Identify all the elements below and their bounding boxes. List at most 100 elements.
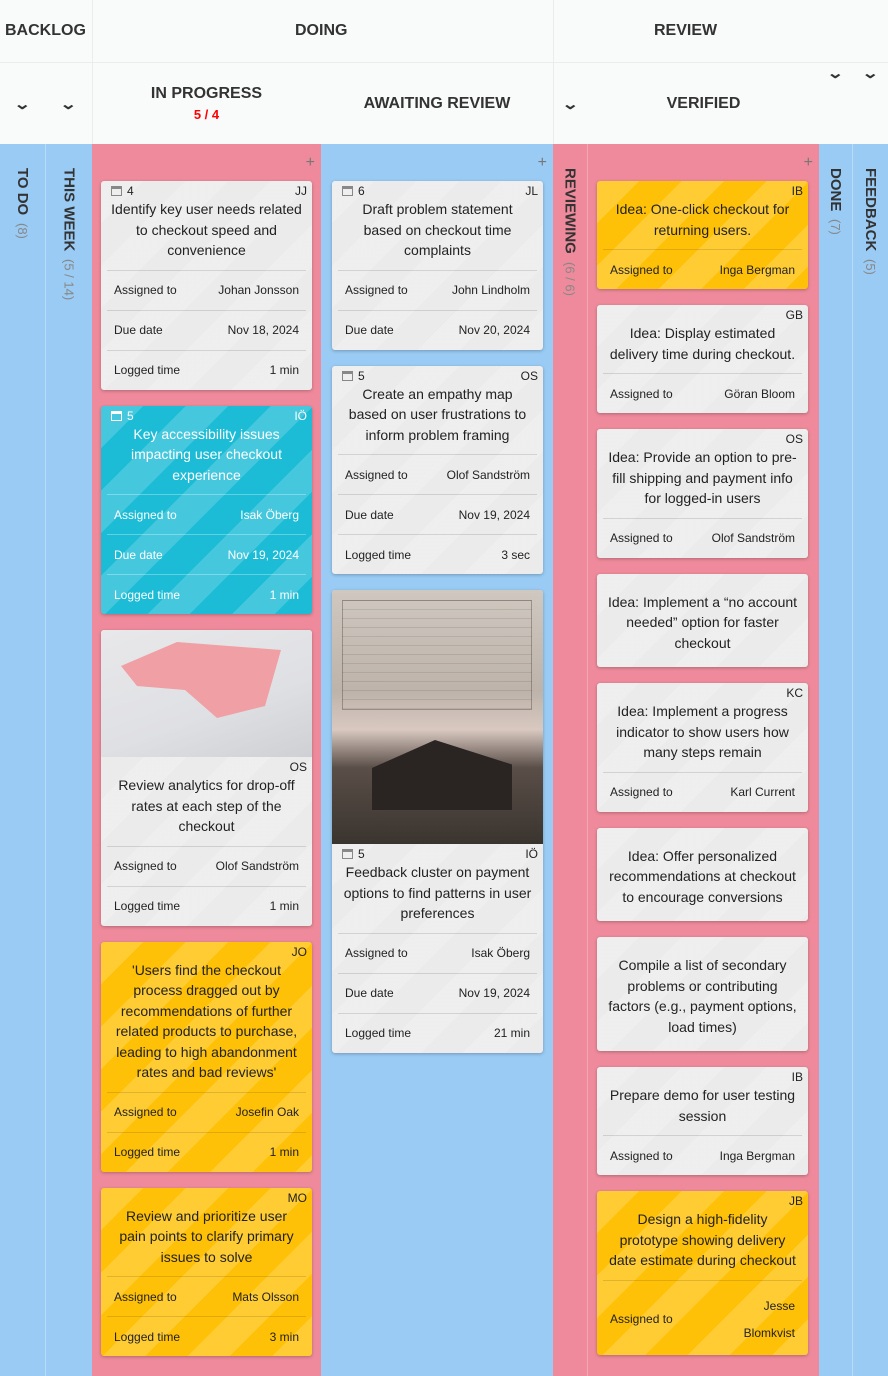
collapse-reviewing-chevron-icon[interactable]: ⌄ [561, 96, 580, 113]
assignee-initials: IB [791, 1070, 803, 1084]
field-value: 1 min [269, 899, 299, 913]
calendar-icon [111, 410, 122, 421]
card-header: MO [101, 1188, 312, 1206]
field-label: Assigned to [610, 1312, 673, 1326]
calendar-icon [342, 849, 353, 859]
task-card[interactable]: JB Design a high-fidelity prototype showi… [597, 1191, 808, 1355]
column-this-week[interactable]: THIS WEEK (5 / 14) [46, 144, 92, 1376]
field-label: Assigned to [610, 1148, 673, 1163]
field-label: Assigned to [345, 467, 408, 482]
field-value: Nov 19, 2024 [458, 507, 530, 522]
task-card[interactable]: 5 OS Create an empathy map based on user f… [332, 365, 543, 574]
card-header: JO [101, 942, 312, 960]
task-card[interactable]: OS Review analytics for drop-off rates at… [101, 630, 312, 926]
field-label: Logged time [114, 1329, 181, 1344]
assignee-initials: OS [520, 368, 538, 383]
column-todo[interactable]: TO DO (8) [0, 144, 46, 1376]
card-title: Idea: Display estimated delivery time du… [609, 325, 796, 362]
diagram-shape [121, 642, 281, 718]
task-card[interactable]: 5 IÖ Feedback cluster on payment options t… [332, 590, 543, 1053]
field-value: Nov 20, 2024 [458, 323, 530, 337]
field-value: Johan Jonsson [218, 283, 299, 297]
field-label: Due date [345, 986, 394, 1000]
card-title: Idea: One-click checkout for returning u… [615, 201, 790, 238]
calendar-icon [111, 186, 122, 196]
task-card[interactable]: IB Idea: One-click checkout for returning… [597, 181, 808, 289]
card-header: 5 IÖ [332, 844, 543, 862]
card-field: Logged time 3 min [107, 1316, 306, 1356]
field-value: John Lindholm [451, 283, 530, 297]
task-card[interactable]: GB Idea: Display estimated delivery time … [597, 305, 808, 413]
collapse-this-week-chevron-icon[interactable]: ⌄ [59, 96, 78, 113]
card-field: Logged time 1 min [107, 349, 306, 390]
card-field: Due date Nov 18, 2024 [107, 309, 306, 350]
field-value: Inga Bergman [719, 1148, 795, 1163]
column-count-todo: (8) [15, 223, 30, 240]
card-title: Idea: Implement a progress indicator to … [616, 703, 789, 760]
column-title-feedback: FEEDBACK [862, 168, 879, 252]
field-label: Assigned to [345, 283, 408, 297]
card-field: Logged time 1 min [107, 885, 306, 926]
card-header: OS [597, 429, 808, 447]
card-header [597, 574, 808, 592]
card-field: Due date Nov 19, 2024 [107, 534, 306, 574]
card-field: Assigned to Isak Öberg [338, 932, 537, 973]
task-card[interactable]: KC Idea: Implement a progress indicator t… [597, 683, 808, 812]
card-header: 5 IÖ [101, 406, 312, 424]
card-field: Assigned to Olof Sandström [338, 454, 537, 494]
board-header: BACKLOG DOING REVIEW ⌄ ⌄ IN PROGRESS 5 /… [0, 0, 888, 144]
collapse-done-chevron-icon[interactable]: ⌄ [826, 65, 845, 82]
card-field: Assigned to Jesse Blomkvist [603, 1279, 802, 1355]
column-reviewing[interactable]: REVIEWING (6 / 6) [553, 144, 588, 1376]
card-header: 5 OS [332, 366, 543, 384]
column-done[interactable]: DONE (7) [819, 144, 853, 1376]
task-card[interactable]: MO Review and prioritize user pain points… [101, 1187, 312, 1356]
assignee-initials: JB [788, 1194, 803, 1208]
card-number: 6 [358, 184, 365, 198]
add-card-button[interactable]: + [537, 154, 547, 171]
card-header: 4 JJ [101, 181, 312, 199]
field-label: Due date [114, 547, 163, 562]
field-label: Assigned to [345, 946, 408, 960]
add-card-button[interactable]: + [305, 154, 315, 171]
field-value: Karl Current [730, 785, 795, 799]
task-card[interactable]: 4 JJ Identify key user needs related to ch… [101, 181, 312, 390]
task-card[interactable]: IB Prepare demo for user testing session A… [597, 1067, 808, 1175]
card-field: Assigned to Inga Bergman [603, 1135, 802, 1175]
assignee-initials: JJ [295, 184, 307, 198]
field-value: 1 min [269, 1145, 299, 1159]
card-header: JB [597, 1191, 808, 1209]
collapse-feedback-chevron-icon[interactable]: ⌄ [861, 65, 880, 82]
task-card[interactable]: JO 'Users find the checkout process dragg… [101, 941, 312, 1172]
card-header: KC [597, 683, 808, 701]
column-title-verified: VERIFIED [666, 95, 741, 112]
field-label: Assigned to [114, 283, 177, 297]
card-title: Key accessibility issues impacting user … [131, 425, 282, 483]
task-card[interactable]: Idea: Offer personalized recommendations… [597, 827, 808, 921]
group-doing: DOING [295, 22, 348, 39]
assignee-initials: OS [785, 432, 803, 446]
task-card[interactable]: Idea: Implement a “no account needed” op… [597, 573, 808, 667]
analytics-diagram-image [101, 630, 312, 757]
card-title: Compile a list of secondary problems or … [608, 957, 797, 1035]
card-header: 6 JL [332, 181, 543, 199]
task-card[interactable]: 5 IÖ Key accessibility issues impacting us… [101, 405, 312, 614]
card-header: IB [597, 1067, 808, 1085]
add-card-button[interactable]: + [803, 154, 813, 171]
field-label: Assigned to [610, 531, 673, 545]
card-meta: 5 [342, 847, 365, 862]
field-value: Nov 18, 2024 [227, 323, 299, 337]
wip-count: 5 / 4 [193, 107, 220, 122]
card-header [597, 828, 808, 846]
card-field: Assigned to Isak Öberg [107, 494, 306, 534]
task-card[interactable]: 6 JL Draft problem statement based on chec… [332, 181, 543, 350]
field-label: Logged time [114, 899, 181, 913]
task-card[interactable]: OS Idea: Provide an option to pre-fill sh… [597, 429, 808, 558]
task-card[interactable]: Compile a list of secondary problems or … [597, 937, 808, 1051]
card-number: 5 [358, 368, 365, 383]
column-feedback[interactable]: FEEDBACK (5) [853, 144, 888, 1376]
assignee-initials: IÖ [294, 408, 307, 423]
collapse-todo-chevron-icon[interactable]: ⌄ [13, 96, 32, 113]
card-title: Review analytics for drop-off rates at e… [118, 777, 295, 834]
field-value: Jesse Blomkvist [743, 1298, 795, 1340]
